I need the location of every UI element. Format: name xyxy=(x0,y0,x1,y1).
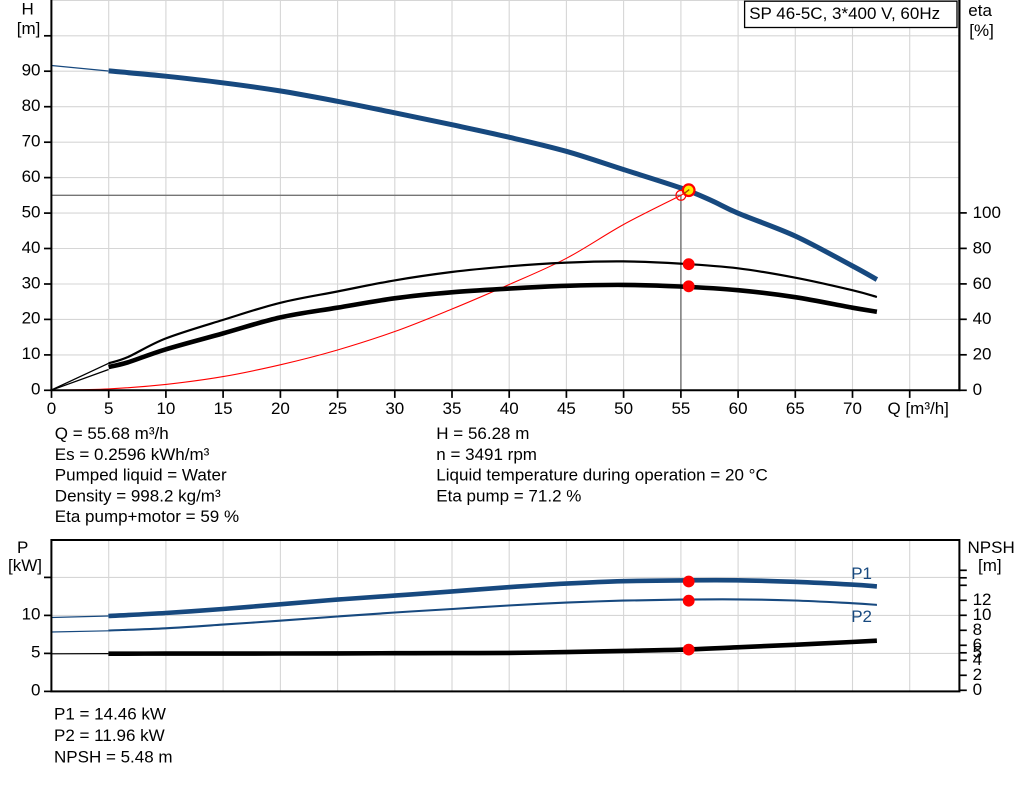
svg-text:70: 70 xyxy=(22,132,41,151)
svg-text:90: 90 xyxy=(22,61,41,80)
svg-text:10: 10 xyxy=(22,605,41,624)
svg-text:[m]: [m] xyxy=(17,19,41,38)
svg-text:n = 3491 rpm: n = 3491 rpm xyxy=(436,445,537,464)
svg-text:5: 5 xyxy=(31,643,40,662)
svg-text:12: 12 xyxy=(973,590,992,609)
svg-text:Eta pump+motor = 59 %: Eta pump+motor = 59 % xyxy=(55,507,239,526)
svg-text:H = 56.28 m: H = 56.28 m xyxy=(436,424,529,443)
svg-text:55: 55 xyxy=(671,399,690,418)
svg-text:80: 80 xyxy=(973,238,992,257)
svg-text:[%]: [%] xyxy=(969,21,994,40)
svg-text:20: 20 xyxy=(973,345,992,364)
svg-text:Es = 0.2596 kWh/m³: Es = 0.2596 kWh/m³ xyxy=(55,445,210,464)
svg-text:0: 0 xyxy=(47,399,56,418)
svg-text:SP 46-5C, 3*400 V, 60Hz: SP 46-5C, 3*400 V, 60Hz xyxy=(749,4,940,23)
svg-text:[kW]: [kW] xyxy=(8,556,42,575)
svg-text:35: 35 xyxy=(443,399,462,418)
svg-text:Density = 998.2 kg/m³: Density = 998.2 kg/m³ xyxy=(55,486,221,505)
svg-text:15: 15 xyxy=(214,399,233,418)
svg-text:45: 45 xyxy=(557,399,576,418)
svg-text:Liquid temperature during oper: Liquid temperature during operation = 20… xyxy=(436,466,767,485)
svg-text:Pumped liquid = Water: Pumped liquid = Water xyxy=(55,466,227,485)
svg-text:eta: eta xyxy=(968,1,992,20)
svg-text:80: 80 xyxy=(22,96,41,115)
svg-text:NPSH: NPSH xyxy=(968,538,1015,557)
svg-text:P: P xyxy=(17,538,28,557)
svg-text:70: 70 xyxy=(843,399,862,418)
svg-text:Q [m³/h]: Q [m³/h] xyxy=(888,399,949,418)
svg-text:10: 10 xyxy=(22,344,41,363)
svg-text:P2 = 11.96 kW: P2 = 11.96 kW xyxy=(54,726,165,745)
svg-text:H: H xyxy=(22,0,34,19)
svg-text:20: 20 xyxy=(22,309,41,328)
svg-text:Eta pump = 71.2 %: Eta pump = 71.2 % xyxy=(436,486,581,505)
svg-text:Q = 55.68 m³/h: Q = 55.68 m³/h xyxy=(55,424,169,443)
svg-text:100: 100 xyxy=(973,203,1001,222)
svg-text:NPSH = 5.48 m: NPSH = 5.48 m xyxy=(54,747,173,766)
svg-text:20: 20 xyxy=(271,399,290,418)
svg-text:P1: P1 xyxy=(851,564,872,583)
svg-text:P1 = 14.46 kW: P1 = 14.46 kW xyxy=(54,704,166,723)
svg-text:30: 30 xyxy=(22,273,41,292)
svg-text:60: 60 xyxy=(22,167,41,186)
svg-text:0: 0 xyxy=(973,380,982,399)
svg-text:65: 65 xyxy=(786,399,805,418)
svg-text:[m]: [m] xyxy=(978,556,1002,575)
svg-text:40: 40 xyxy=(500,399,519,418)
svg-text:P2: P2 xyxy=(851,607,872,626)
svg-text:0: 0 xyxy=(31,681,40,700)
svg-text:25: 25 xyxy=(328,399,347,418)
svg-text:30: 30 xyxy=(385,399,404,418)
svg-text:50: 50 xyxy=(22,202,41,221)
svg-text:10: 10 xyxy=(156,399,175,418)
svg-text:50: 50 xyxy=(614,399,633,418)
svg-text:60: 60 xyxy=(729,399,748,418)
svg-text:40: 40 xyxy=(22,238,41,257)
svg-text:5: 5 xyxy=(104,399,113,418)
svg-text:60: 60 xyxy=(973,274,992,293)
svg-text:40: 40 xyxy=(973,309,992,328)
svg-text:0: 0 xyxy=(31,380,40,399)
